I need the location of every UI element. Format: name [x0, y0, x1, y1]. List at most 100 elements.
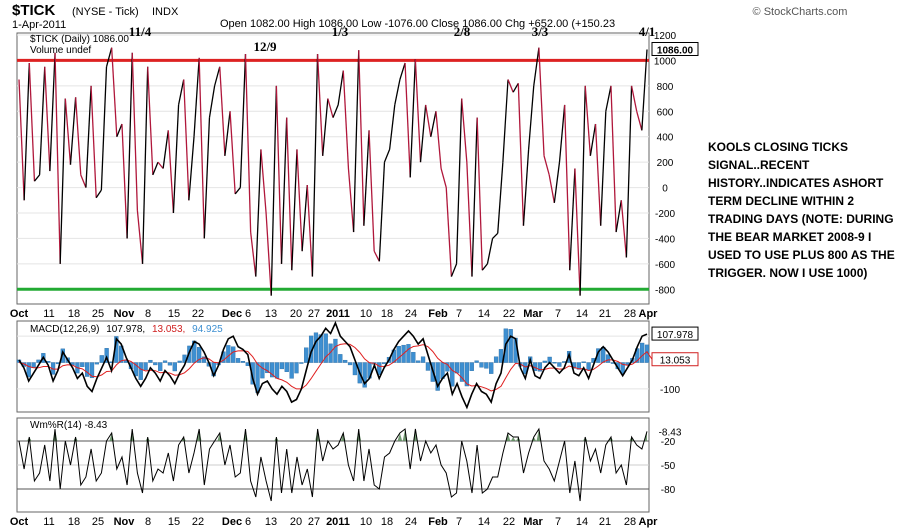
macd-signal-label: 13.053 — [660, 356, 691, 367]
price-tick-label: -600 — [655, 260, 675, 271]
date-label: 1-Apr-2011 — [12, 19, 66, 31]
macd-histogram-bar — [231, 346, 236, 363]
price-segment — [332, 104, 339, 118]
price-segment — [301, 184, 308, 252]
price-segment — [574, 168, 581, 296]
macd-histogram-bar — [153, 362, 158, 366]
price-segment — [358, 50, 365, 226]
macd-histogram-bar — [299, 362, 304, 364]
price-segment — [208, 85, 216, 118]
x-axis-label: 22 — [503, 516, 515, 528]
price-segment — [378, 162, 386, 262]
macd-histogram-bar — [333, 338, 338, 363]
x-axis-label: 28 — [624, 516, 636, 528]
macd-histogram-bar — [479, 362, 484, 368]
price-segment — [512, 82, 519, 93]
price-segment — [543, 155, 550, 176]
macd-histogram-bar — [420, 356, 426, 363]
macd-histogram-bar — [411, 352, 416, 363]
x-axis-label: 28 — [624, 308, 636, 320]
price-segment — [594, 123, 602, 226]
macd-histogram-bar — [377, 362, 382, 375]
x-axis-label: Feb — [428, 516, 448, 528]
macd-histogram-bar — [639, 342, 645, 363]
price-segment — [18, 79, 25, 201]
macd-histogram-bar — [347, 362, 353, 366]
williams-axis: -20 -50 -80 -8.43 — [659, 428, 682, 496]
x-axis-label: Mar — [523, 308, 543, 320]
williams-last-value: -8.43 — [659, 428, 682, 439]
x-axis-label: Nov — [114, 516, 136, 528]
price-segment — [404, 62, 411, 178]
x-axis-label: 7 — [456, 516, 462, 528]
x-axis-label: 25 — [92, 516, 104, 528]
price-segment — [558, 104, 566, 163]
x-axis-lower: Oct 11 18 25 Nov 8 15 22 Dec 6 13 20 27 2011 10 18 24 Feb… — [10, 516, 658, 528]
symbol-index: INDX — [152, 6, 179, 18]
x-axis-label: 24 — [405, 308, 417, 320]
price-segment — [399, 62, 406, 80]
price-segment — [476, 117, 483, 271]
annotation-label: 11/4 — [129, 24, 152, 39]
price-segment — [471, 117, 478, 277]
price-segment — [270, 85, 278, 296]
price-segment — [224, 111, 231, 156]
price-segment — [373, 250, 380, 262]
price-reference-lines — [17, 58, 649, 291]
price-tick-label: 200 — [657, 158, 674, 169]
x-axis-label: 2011 — [326, 308, 350, 320]
price-segment — [517, 83, 525, 226]
price-segment — [54, 52, 61, 264]
date-annotations: 11/4 12/9 1/3 2/8 3/3 4/1 — [129, 24, 656, 54]
x-axis-label: 18 — [381, 308, 393, 320]
price-segment — [172, 104, 180, 214]
williams-panel: -20 -50 -80 -8.43 Wm%R(14) -8.43 — [16, 417, 682, 513]
price-segment — [306, 184, 314, 277]
price-grid — [17, 34, 649, 290]
price-segment — [507, 79, 514, 93]
x-axis-label: 18 — [68, 308, 80, 320]
last-price-value: 1086.00 — [657, 45, 694, 56]
price-segment — [337, 70, 344, 106]
price-segment — [538, 47, 545, 156]
x-axis-label: 20 — [290, 516, 302, 528]
price-segment — [111, 47, 118, 137]
annotation-label: 2/8 — [454, 24, 471, 39]
x-axis-label: 13 — [265, 516, 277, 528]
annotation-label: 12/9 — [253, 39, 277, 54]
price-segment — [296, 149, 303, 252]
macd-histogram-bar — [552, 362, 557, 364]
price-segment — [600, 111, 607, 226]
price-segment — [286, 117, 293, 271]
price-segment — [59, 98, 66, 264]
macd-histogram-bar — [158, 362, 163, 371]
macd-histogram-bar — [459, 362, 465, 382]
chart-header: $TICK (NYSE - Tick) INDX 1-Apr-2011 Open… — [12, 2, 847, 31]
price-segment — [244, 54, 252, 233]
price-legend: $TICK (Daily) 1086.00 — [30, 34, 129, 45]
price-segment — [213, 66, 221, 87]
macd-tick-label: -100 — [660, 385, 680, 396]
price-segment — [620, 200, 628, 258]
price-segment — [455, 98, 463, 264]
williams-line — [18, 427, 648, 502]
macd-histogram-bar — [260, 362, 265, 379]
x-axis-label: 18 — [68, 516, 80, 528]
annotation-label: 3/3 — [532, 24, 549, 39]
price-segment — [85, 85, 92, 188]
price-segment — [327, 98, 334, 118]
price-tick-label: -200 — [655, 209, 675, 220]
macd-legend-value-3: 94.925 — [192, 324, 223, 335]
macd-histogram-bar — [196, 347, 202, 363]
x-axis-label: 14 — [576, 308, 588, 320]
macd-histogram-bar — [455, 362, 460, 374]
macd-histogram-bar — [537, 362, 543, 372]
macd-histogram-bar — [581, 361, 586, 363]
x-axis-label: 7 — [456, 308, 462, 320]
watermark: © StockCharts.com — [753, 6, 848, 18]
macd-histogram-bar — [557, 362, 562, 367]
x-axis-label: 27 — [308, 516, 320, 528]
price-segment — [584, 85, 592, 156]
macd-histogram-bar — [352, 362, 358, 376]
price-segment — [193, 57, 200, 137]
